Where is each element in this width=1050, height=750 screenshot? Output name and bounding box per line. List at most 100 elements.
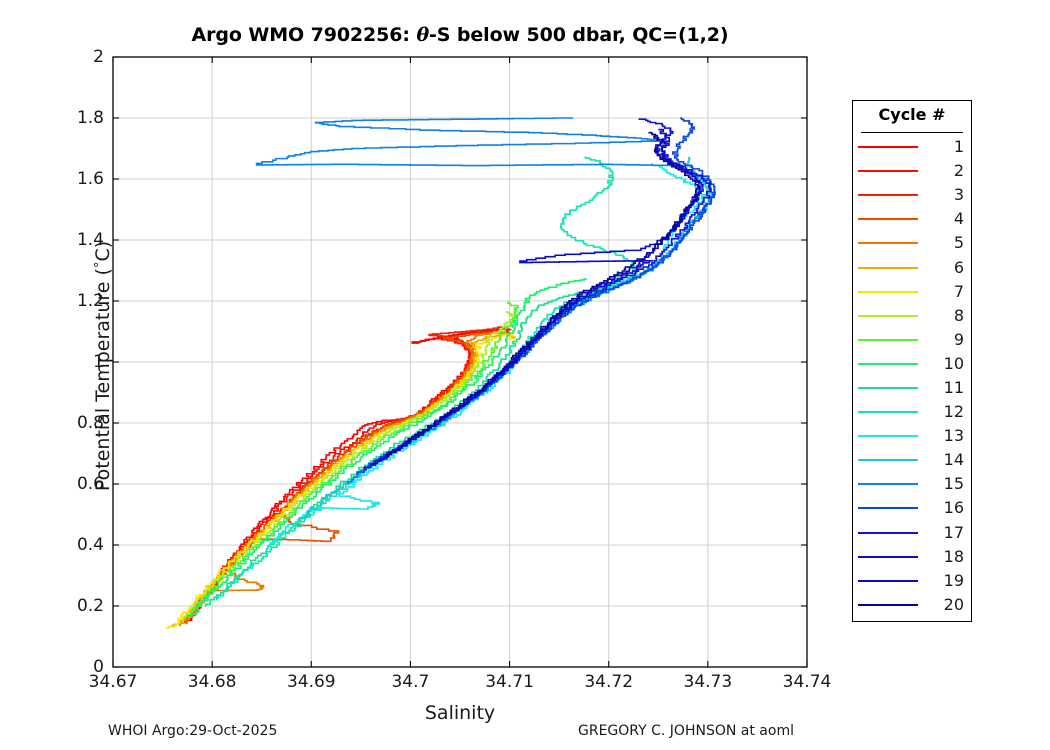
- legend-color-swatch: [858, 411, 918, 414]
- x-tick-label: 34.7: [391, 672, 430, 692]
- legend-item[interactable]: 15: [853, 472, 971, 496]
- legend-item[interactable]: 18: [853, 545, 971, 569]
- legend-color-swatch: [858, 266, 918, 269]
- legend-item[interactable]: 14: [853, 448, 971, 472]
- legend-color-swatch: [858, 531, 918, 534]
- legend-color-swatch: [858, 170, 918, 173]
- legend-color-swatch: [858, 483, 918, 486]
- legend-item-label: 6: [953, 257, 964, 277]
- y-tick-label: 1.6: [76, 169, 104, 189]
- grid-lines: [113, 57, 807, 667]
- legend-color-swatch: [858, 555, 918, 558]
- y-tick-label: 0.8: [76, 413, 104, 433]
- legend-divider: [861, 132, 963, 134]
- legend-item-label: 10: [943, 353, 964, 373]
- legend-item[interactable]: 16: [853, 496, 971, 520]
- legend-item-label: 16: [943, 498, 964, 518]
- x-tick-label: 34.67: [88, 672, 138, 692]
- y-tick-label: 2: [93, 47, 104, 67]
- legend-item[interactable]: 1: [853, 135, 971, 159]
- legend-item-label: 14: [943, 450, 964, 470]
- legend-item-list: 1 2 3 4 5 6 7 8 9 10 11 12 13 14 15 16 17 18 19 20: [853, 135, 971, 617]
- y-tick-label: 1.8: [76, 108, 104, 128]
- legend-title: Cycle #: [878, 105, 946, 124]
- legend-item-label: 8: [953, 305, 964, 325]
- legend-item[interactable]: 10: [853, 352, 971, 376]
- legend-item[interactable]: 7: [853, 280, 971, 304]
- legend-color-swatch: [858, 314, 918, 317]
- legend-item[interactable]: 13: [853, 424, 971, 448]
- legend-color-swatch: [858, 579, 918, 582]
- legend-item-label: 2: [953, 161, 964, 181]
- x-tick-label: 34.72: [584, 672, 634, 692]
- y-tick-label: 0.2: [76, 596, 104, 616]
- legend-item[interactable]: 20: [853, 593, 971, 617]
- legend-item-label: 13: [943, 426, 964, 446]
- legend-item[interactable]: 3: [853, 183, 971, 207]
- y-tick-label: 0: [93, 657, 104, 677]
- legend-item[interactable]: 11: [853, 376, 971, 400]
- data-series-line: [190, 278, 587, 617]
- legend-item-label: 18: [943, 546, 964, 566]
- legend-color-swatch: [858, 435, 918, 438]
- legend-item-label: 5: [953, 233, 964, 253]
- legend-item-label: 17: [943, 522, 964, 542]
- legend-color-swatch: [858, 386, 918, 389]
- legend-color-swatch: [858, 603, 918, 606]
- legend: Cycle # 1 2 3 4 5 6 7 8 9 10 11 12 13 14 15 16 17 18 19 20: [852, 100, 972, 622]
- legend-color-swatch: [858, 218, 918, 221]
- legend-item-label: 12: [943, 402, 964, 422]
- data-series-line: [371, 128, 704, 466]
- page-title: Argo WMO 7902256: θ-S below 500 dbar, QC…: [113, 24, 807, 46]
- legend-item[interactable]: 6: [853, 255, 971, 279]
- title-prefix: Argo WMO 7902256:: [191, 24, 417, 46]
- x-tick-label: 34.71: [485, 672, 534, 692]
- x-tick-label: 34.68: [187, 672, 237, 692]
- footer-author: GREGORY C. JOHNSON at aoml: [578, 723, 794, 739]
- legend-color-swatch: [858, 242, 918, 245]
- legend-item[interactable]: 8: [853, 304, 971, 328]
- legend-item[interactable]: 2: [853, 159, 971, 183]
- y-axis-label: Potential Temperature (°C): [92, 240, 114, 492]
- degree-symbol: °: [93, 261, 108, 269]
- y-tick-label: 0.6: [76, 474, 104, 494]
- data-series-layer: [166, 117, 717, 629]
- plot-frame: [112, 56, 808, 668]
- legend-item[interactable]: 19: [853, 569, 971, 593]
- legend-item-label: 9: [953, 329, 964, 349]
- x-axis-label: Salinity: [424, 702, 496, 724]
- legend-color-swatch: [858, 146, 918, 149]
- legend-item-label: 20: [943, 594, 964, 614]
- legend-item[interactable]: 5: [853, 231, 971, 255]
- data-series-line: [381, 134, 701, 461]
- legend-item[interactable]: 12: [853, 400, 971, 424]
- legend-item[interactable]: 4: [853, 207, 971, 231]
- legend-item-label: 19: [943, 570, 964, 590]
- legend-color-swatch: [858, 194, 918, 197]
- data-series-line: [255, 117, 717, 484]
- legend-item-label: 15: [943, 474, 964, 494]
- title-suffix: -S below 500 dbar, QC=(1,2): [429, 24, 729, 46]
- legend-item[interactable]: 9: [853, 328, 971, 352]
- theta-symbol: θ: [416, 24, 430, 46]
- y-tick-label: 0.4: [76, 535, 104, 555]
- x-tick-label: 34.69: [286, 672, 336, 692]
- legend-item-label: 11: [943, 377, 964, 397]
- footer-source: WHOI Argo:29-Oct-2025: [108, 723, 278, 739]
- legend-color-swatch: [858, 338, 918, 341]
- legend-color-swatch: [858, 290, 918, 293]
- legend-color-swatch: [858, 459, 918, 462]
- legend-item-label: 7: [953, 281, 964, 301]
- legend-item-label: 1: [953, 137, 964, 157]
- y-tick-label: 1: [93, 352, 104, 372]
- y-tick-label: 1.2: [76, 291, 104, 311]
- legend-color-swatch: [858, 507, 918, 510]
- data-series-line: [386, 131, 701, 457]
- y-tick-label: 1.4: [76, 230, 104, 250]
- legend-color-swatch: [858, 362, 918, 365]
- x-tick-label: 34.73: [683, 672, 733, 692]
- legend-item-label: 3: [953, 185, 964, 205]
- legend-item[interactable]: 17: [853, 521, 971, 545]
